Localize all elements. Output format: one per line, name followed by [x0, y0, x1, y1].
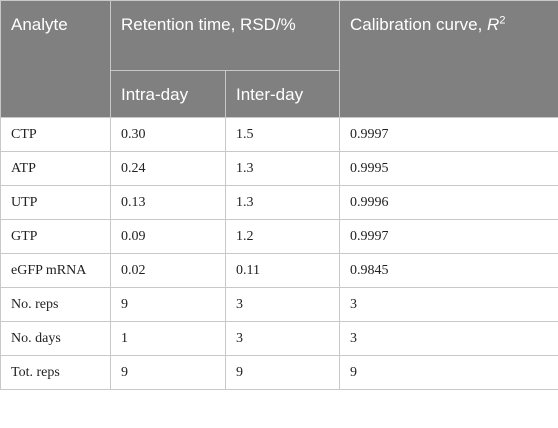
cell-inter-day: 1.3	[224, 185, 341, 220]
cell-calibration: 0.9845	[339, 253, 558, 288]
header-retention-time: Retention time, RSD/%	[109, 0, 341, 71]
cell-intra-day: 9	[110, 287, 226, 322]
cell-inter-day: 1.2	[224, 219, 341, 254]
cell-analyte: ATP	[0, 151, 111, 186]
cell-intra-day: 0.09	[110, 219, 226, 254]
table-row: eGFP mRNA 0.02 0.11 0.9845	[0, 253, 558, 288]
cell-analyte: GTP	[0, 219, 111, 254]
cell-inter-day: 1.5	[224, 117, 341, 152]
table-row: No. days 1 3 3	[0, 321, 558, 356]
header-analyte: Analyte	[0, 0, 111, 118]
table-row: GTP 0.09 1.2 0.9997	[0, 219, 558, 254]
cell-analyte: Tot. reps	[0, 355, 111, 390]
cell-calibration: 3	[339, 321, 558, 356]
header-inter-day: Inter-day	[224, 70, 341, 118]
cell-calibration: 9	[339, 355, 558, 390]
cell-inter-day: 9	[224, 355, 341, 390]
cell-intra-day: 0.30	[110, 117, 226, 152]
cell-inter-day: 0.11	[224, 253, 341, 288]
table-row: CTP 0.30 1.5 0.9997	[0, 117, 558, 152]
cell-intra-day: 0.13	[110, 185, 226, 220]
cell-analyte: No. days	[0, 321, 111, 356]
cell-analyte: UTP	[0, 185, 111, 220]
header-calibration-prefix: Calibration curve,	[350, 15, 488, 34]
table-row: Tot. reps 9 9 9	[0, 355, 558, 390]
cell-inter-day: 3	[224, 321, 341, 356]
cell-analyte: CTP	[0, 117, 111, 152]
table-header: Analyte Retention time, RSD/% Calibratio…	[0, 0, 558, 118]
cell-inter-day: 3	[224, 287, 341, 322]
cell-calibration: 0.9997	[339, 219, 558, 254]
cell-inter-day: 1.3	[224, 151, 341, 186]
table-body: CTP 0.30 1.5 0.9997 ATP 0.24 1.3 0.9995 …	[0, 117, 558, 390]
table-row: ATP 0.24 1.3 0.9995	[0, 151, 558, 186]
header-calibration-r: R	[487, 15, 500, 34]
cell-analyte: eGFP mRNA	[0, 253, 111, 288]
table-row: No. reps 9 3 3	[0, 287, 558, 322]
cell-intra-day: 0.24	[110, 151, 226, 186]
header-calibration-curve: Calibration curve, R2	[339, 0, 558, 118]
cell-intra-day: 1	[110, 321, 226, 356]
cell-calibration: 0.9997	[339, 117, 558, 152]
data-table: Analyte Retention time, RSD/% Calibratio…	[0, 0, 558, 390]
cell-calibration: 0.9996	[339, 185, 558, 220]
cell-intra-day: 9	[110, 355, 226, 390]
table-row: UTP 0.13 1.3 0.9996	[0, 185, 558, 220]
cell-calibration: 3	[339, 287, 558, 322]
header-calibration-superscript: 2	[499, 14, 506, 27]
cell-analyte: No. reps	[0, 287, 111, 322]
cell-calibration: 0.9995	[339, 151, 558, 186]
cell-intra-day: 0.02	[110, 253, 226, 288]
header-intra-day: Intra-day	[110, 70, 226, 118]
